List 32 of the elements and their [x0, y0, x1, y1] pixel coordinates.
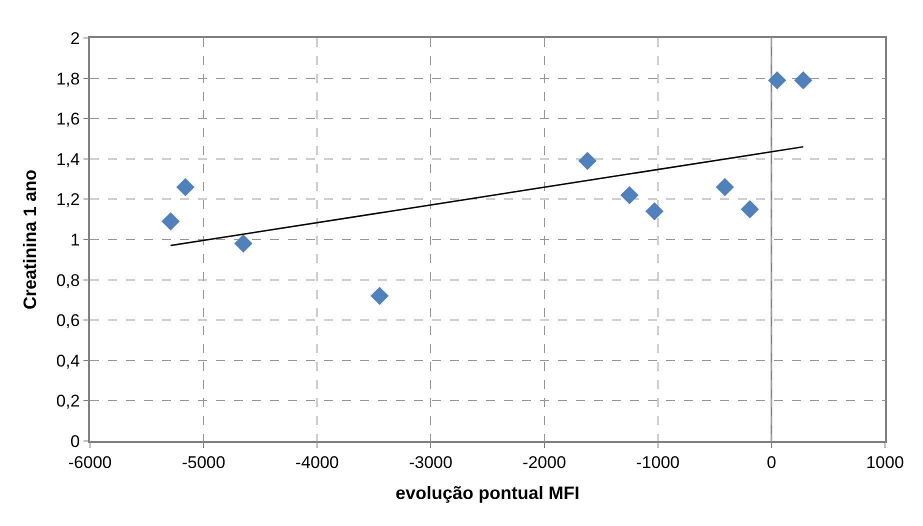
point [716, 178, 734, 196]
point [645, 202, 664, 220]
y-tick-label: 0,2 [56, 392, 80, 411]
point [234, 234, 252, 253]
x-tick-label: 1000 [866, 453, 904, 472]
y-tick-label: 2 [70, 28, 80, 48]
y-tick-label: 1,2 [56, 190, 80, 210]
point [176, 178, 194, 196]
point [578, 152, 597, 170]
point [740, 200, 759, 218]
x-tick-label: -1000 [636, 453, 680, 472]
x-tick-label: -4000 [295, 453, 339, 472]
point [370, 286, 389, 306]
y-tick-label: 0,8 [56, 270, 80, 290]
x-tick-label: 0 [766, 453, 776, 472]
x-tick-label: -3000 [408, 453, 452, 472]
x-axis-title: evolução pontual MFI [395, 482, 580, 503]
y-tick-label: 1 [70, 230, 80, 250]
x-tick-label: -6000 [68, 453, 112, 472]
y-tick-label: 1,4 [56, 150, 80, 169]
y-tick-label: 1,8 [56, 69, 80, 88]
point [794, 71, 812, 90]
point [620, 186, 639, 204]
y-tick-label: 0,4 [56, 351, 80, 370]
point [162, 212, 180, 230]
y-tick-label: 0 [70, 432, 80, 451]
x-tick-label: -5000 [182, 453, 226, 472]
y-tick-label: 0,6 [56, 311, 80, 330]
point [768, 71, 786, 90]
y-tick-label: 1,6 [56, 110, 80, 129]
y-axis-title: Creatinina 1 ano [20, 169, 40, 310]
x-tick-label: -2000 [522, 453, 566, 472]
